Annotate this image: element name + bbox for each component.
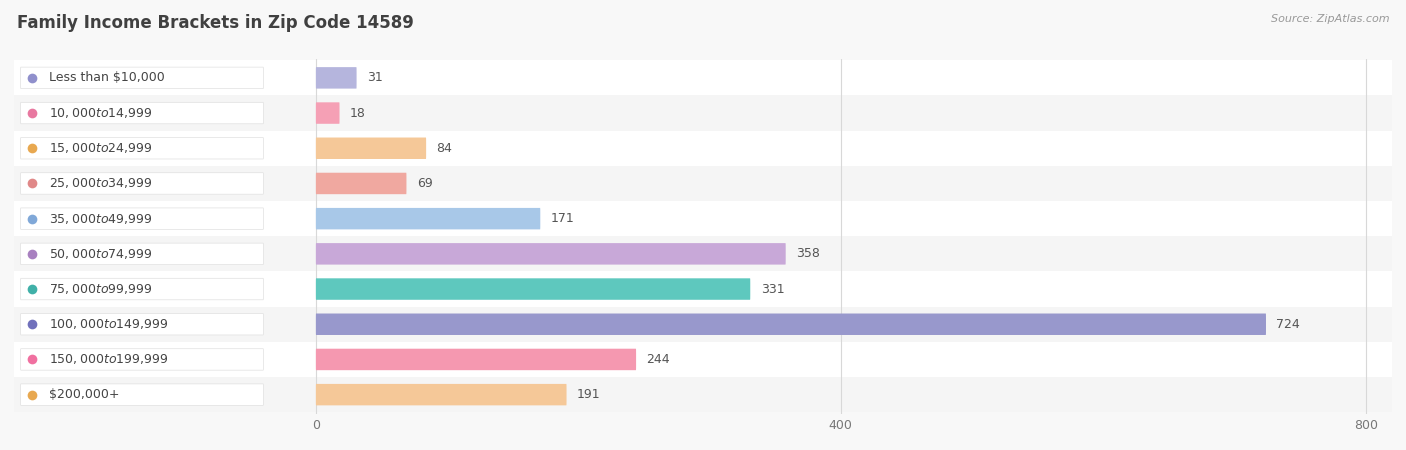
FancyBboxPatch shape xyxy=(21,314,263,335)
Text: Less than $10,000: Less than $10,000 xyxy=(49,72,166,84)
FancyBboxPatch shape xyxy=(14,306,1392,342)
FancyBboxPatch shape xyxy=(14,60,1392,95)
Text: 724: 724 xyxy=(1277,318,1301,331)
FancyBboxPatch shape xyxy=(316,208,540,230)
FancyBboxPatch shape xyxy=(14,236,1392,271)
FancyBboxPatch shape xyxy=(21,67,263,89)
Text: 31: 31 xyxy=(367,72,382,84)
Text: 69: 69 xyxy=(418,177,433,190)
FancyBboxPatch shape xyxy=(14,166,1392,201)
FancyBboxPatch shape xyxy=(316,278,751,300)
Text: $75,000 to $99,999: $75,000 to $99,999 xyxy=(49,282,153,296)
FancyBboxPatch shape xyxy=(21,138,263,159)
FancyBboxPatch shape xyxy=(316,102,339,124)
Text: 358: 358 xyxy=(796,248,820,261)
FancyBboxPatch shape xyxy=(316,384,567,405)
Text: $25,000 to $34,999: $25,000 to $34,999 xyxy=(49,176,153,190)
FancyBboxPatch shape xyxy=(316,138,426,159)
Text: 18: 18 xyxy=(350,107,366,120)
FancyBboxPatch shape xyxy=(21,208,263,230)
Text: $35,000 to $49,999: $35,000 to $49,999 xyxy=(49,212,153,225)
FancyBboxPatch shape xyxy=(14,342,1392,377)
FancyBboxPatch shape xyxy=(21,173,263,194)
Text: 84: 84 xyxy=(437,142,453,155)
Text: $150,000 to $199,999: $150,000 to $199,999 xyxy=(49,352,169,366)
FancyBboxPatch shape xyxy=(21,243,263,265)
Text: 171: 171 xyxy=(551,212,575,225)
Text: 331: 331 xyxy=(761,283,785,296)
FancyBboxPatch shape xyxy=(14,130,1392,166)
Text: $10,000 to $14,999: $10,000 to $14,999 xyxy=(49,106,153,120)
Text: Source: ZipAtlas.com: Source: ZipAtlas.com xyxy=(1271,14,1389,23)
Text: Family Income Brackets in Zip Code 14589: Family Income Brackets in Zip Code 14589 xyxy=(17,14,413,32)
Text: 191: 191 xyxy=(576,388,600,401)
Text: $100,000 to $149,999: $100,000 to $149,999 xyxy=(49,317,169,331)
Text: $200,000+: $200,000+ xyxy=(49,388,120,401)
FancyBboxPatch shape xyxy=(21,384,263,405)
FancyBboxPatch shape xyxy=(14,271,1392,306)
FancyBboxPatch shape xyxy=(316,173,406,194)
FancyBboxPatch shape xyxy=(21,102,263,124)
FancyBboxPatch shape xyxy=(14,377,1392,412)
FancyBboxPatch shape xyxy=(316,349,636,370)
Text: $15,000 to $24,999: $15,000 to $24,999 xyxy=(49,141,153,155)
FancyBboxPatch shape xyxy=(316,314,1265,335)
Text: $50,000 to $74,999: $50,000 to $74,999 xyxy=(49,247,153,261)
Text: 244: 244 xyxy=(647,353,671,366)
FancyBboxPatch shape xyxy=(21,349,263,370)
FancyBboxPatch shape xyxy=(21,278,263,300)
FancyBboxPatch shape xyxy=(14,201,1392,236)
FancyBboxPatch shape xyxy=(14,95,1392,130)
FancyBboxPatch shape xyxy=(316,67,357,89)
FancyBboxPatch shape xyxy=(316,243,786,265)
